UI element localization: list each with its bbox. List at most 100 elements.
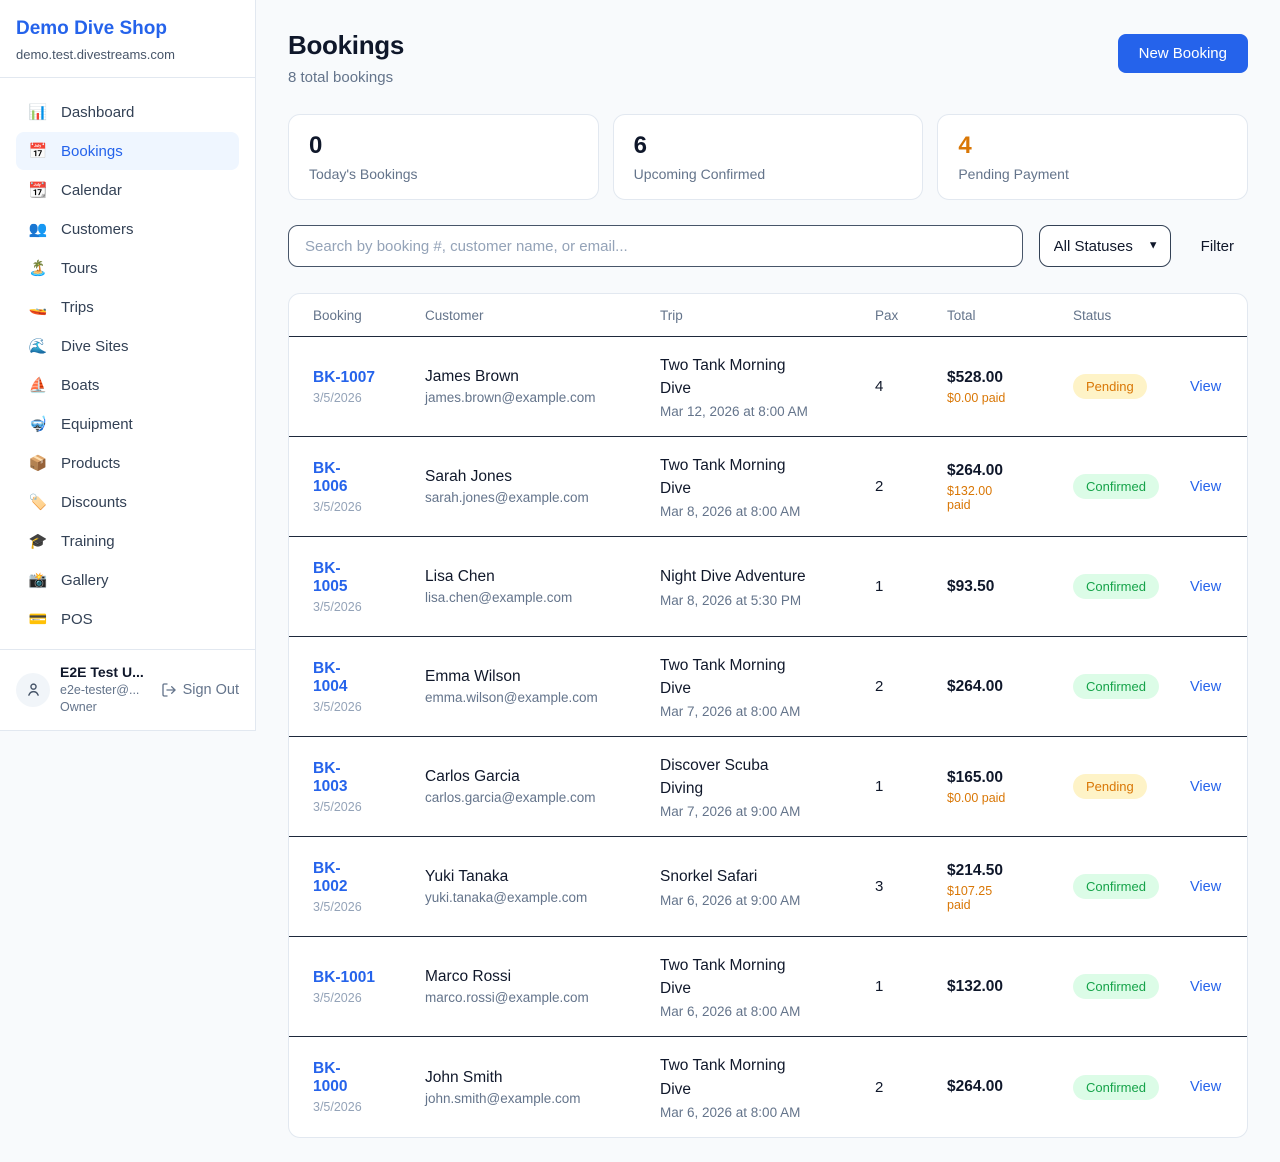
booking-cell: BK- 1006 3/5/2026: [313, 460, 425, 514]
brand-name: Demo Dive Shop: [16, 18, 167, 39]
booking-date: 3/5/2026: [313, 499, 362, 514]
booking-id-link[interactable]: BK- 1006: [313, 459, 348, 495]
customer-email: lisa.chen@example.com: [425, 590, 573, 605]
booking-id-link[interactable]: BK- 1003: [313, 759, 348, 795]
total-amount: $93.50: [947, 577, 995, 595]
trip-datetime: Mar 8, 2026 at 8:00 AM: [660, 504, 801, 520]
sidebar-item-products[interactable]: 📦 Products: [16, 444, 239, 482]
sign-out-label: Sign Out: [182, 681, 239, 698]
sidebar-item-label: Trips: [61, 298, 94, 316]
total-cell: $93.50: [947, 578, 1073, 596]
customer-email: yuki.tanaka@example.com: [425, 890, 588, 905]
search-input[interactable]: [288, 225, 1023, 267]
trip-cell: Snorkel Safari Mar 6, 2026 at 9:00 AM: [660, 865, 875, 907]
customer-cell: John Smith john.smith@example.com: [425, 1069, 660, 1106]
booking-cell: BK-1007 3/5/2026: [313, 369, 425, 405]
column-header-status: Status: [1073, 307, 1112, 323]
trip-datetime: Mar 7, 2026 at 8:00 AM: [660, 704, 801, 720]
paid-amount: $107.25 paid: [947, 883, 993, 912]
sidebar-item-trips[interactable]: 🚤 Trips: [16, 288, 239, 326]
trip-name: Two Tank Morning Dive: [660, 356, 786, 397]
new-booking-button[interactable]: New Booking: [1117, 34, 1248, 73]
booking-date: 3/5/2026: [313, 599, 362, 614]
sidebar-item-customers[interactable]: 👥 Customers: [16, 210, 239, 248]
actions-cell: View: [1190, 878, 1223, 896]
pax-cell: 2: [875, 678, 884, 695]
table-row: BK-1001 3/5/2026 Marco Rossi marco.rossi…: [289, 937, 1247, 1037]
sidebar-item-dive-sites[interactable]: 🌊 Dive Sites: [16, 327, 239, 365]
booking-cell: BK- 1000 3/5/2026: [313, 1060, 425, 1114]
sidebar-item-label: POS: [61, 610, 93, 628]
booking-id-link[interactable]: BK-1001: [313, 968, 376, 986]
trip-datetime: Mar 7, 2026 at 9:00 AM: [660, 804, 801, 820]
pax-cell: 2: [875, 1078, 884, 1096]
sidebar-item-tours[interactable]: 🏝️ Tours: [16, 249, 239, 287]
customer-cell: Yuki Tanaka yuki.tanaka@example.com: [425, 868, 660, 905]
sidebar-item-label: Tours: [61, 259, 98, 277]
customer-cell: James Brown james.brown@example.com: [425, 368, 660, 405]
status-cell: Confirmed: [1073, 674, 1190, 699]
total-cell: $264.00 $132.00 paid: [947, 462, 1073, 512]
booking-id-link[interactable]: BK- 1000: [313, 1060, 348, 1095]
customer-name: James Brown: [425, 368, 519, 385]
view-link[interactable]: View: [1190, 978, 1222, 995]
customer-email: john.smith@example.com: [425, 1090, 581, 1106]
customer-name: John Smith: [425, 1068, 503, 1086]
sidebar-item-calendar[interactable]: 📆 Calendar: [16, 171, 239, 209]
sidebar-item-dashboard[interactable]: 📊 Dashboard: [16, 93, 239, 131]
booking-id-link[interactable]: BK- 1002: [313, 859, 348, 895]
booking-id-link[interactable]: BK-1007: [313, 368, 376, 386]
sidebar-item-equipment[interactable]: 🤿 Equipment: [16, 405, 239, 443]
status-cell: Confirmed: [1073, 474, 1190, 499]
user-name: E2E Test U...: [60, 664, 144, 680]
sidebar-item-gallery[interactable]: 📸 Gallery: [16, 561, 239, 599]
dive-sites-icon: 🌊: [28, 338, 48, 355]
sidebar-item-pos[interactable]: 💳 POS: [16, 600, 239, 638]
booking-id-link[interactable]: BK- 1005: [313, 559, 348, 595]
gallery-icon: 📸: [28, 572, 48, 589]
booking-date: 3/5/2026: [313, 799, 362, 814]
trip-datetime: Mar 6, 2026 at 8:00 AM: [660, 1004, 801, 1020]
view-link[interactable]: View: [1190, 578, 1222, 595]
customers-icon: 👥: [28, 221, 48, 238]
view-link[interactable]: View: [1190, 778, 1222, 795]
view-link[interactable]: View: [1190, 378, 1222, 395]
sidebar-item-discounts[interactable]: 🏷️ Discounts: [16, 483, 239, 521]
view-link[interactable]: View: [1190, 1079, 1222, 1095]
stat-card-pending-payment: 4 Pending Payment: [937, 114, 1249, 200]
view-link[interactable]: View: [1190, 878, 1222, 895]
pax-cell: 2: [875, 478, 884, 495]
view-link[interactable]: View: [1190, 478, 1222, 495]
status-cell: Confirmed: [1073, 1074, 1190, 1100]
trip-cell: Two Tank Morning Dive Mar 12, 2026 at 8:…: [660, 354, 875, 420]
total-cell: $264.00: [947, 1078, 1073, 1096]
view-link[interactable]: View: [1190, 678, 1222, 695]
total-amount: $165.00: [947, 768, 1004, 786]
stat-card-todays-bookings: 0 Today's Bookings: [288, 114, 599, 200]
trip-datetime: Mar 6, 2026 at 9:00 AM: [660, 892, 801, 908]
customer-name: Marco Rossi: [425, 968, 512, 985]
total-cell: $165.00 $0.00 paid: [947, 769, 1073, 805]
sidebar-item-bookings[interactable]: 📅 Bookings: [16, 132, 239, 170]
trip-cell: Night Dive Adventure Mar 8, 2026 at 5:30…: [660, 565, 875, 607]
status-select-wrap: All Statuses ▼: [1038, 225, 1171, 267]
sign-out-icon: [161, 683, 176, 697]
booking-cell: BK- 1005 3/5/2026: [313, 560, 425, 614]
sign-out-button[interactable]: Sign Out: [161, 682, 239, 698]
booking-id-link[interactable]: BK- 1004: [313, 659, 348, 695]
table-row: BK- 1004 3/5/2026 Emma Wilson emma.wilso…: [289, 637, 1247, 737]
page-title: Bookings: [288, 30, 405, 60]
actions-cell: View: [1190, 1078, 1223, 1096]
status-badge: Confirmed: [1073, 974, 1159, 999]
total-cell: $132.00: [947, 978, 1073, 996]
actions-cell: View: [1190, 978, 1223, 996]
stat-value: 0: [309, 132, 323, 159]
column-header-customer: Customer: [425, 307, 484, 323]
sidebar-item-training[interactable]: 🎓 Training: [16, 522, 239, 560]
status-select[interactable]: All Statuses: [1038, 225, 1171, 267]
filter-button[interactable]: Filter: [1187, 238, 1248, 255]
booking-cell: BK- 1002 3/5/2026: [313, 860, 425, 914]
stat-card-upcoming-confirmed: 6 Upcoming Confirmed: [612, 114, 924, 200]
page-subtitle: 8 total bookings: [288, 69, 394, 86]
sidebar-item-boats[interactable]: ⛵ Boats: [16, 366, 239, 404]
